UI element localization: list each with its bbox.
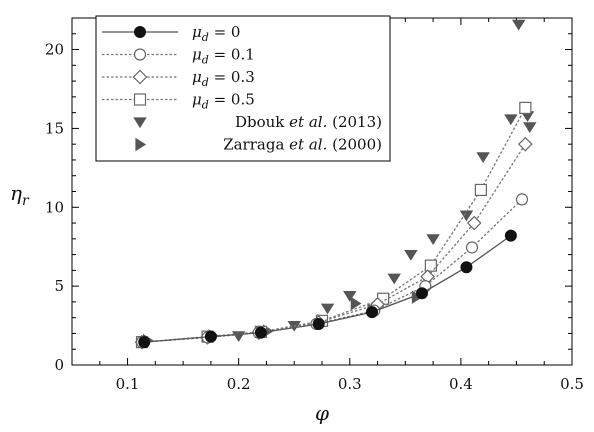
legend-entry-1: μd = 0 bbox=[102, 23, 240, 44]
x-tick-label: 0.4 bbox=[449, 375, 473, 393]
data-point bbox=[515, 193, 529, 206]
data-point bbox=[416, 287, 428, 300]
data-point bbox=[424, 259, 437, 272]
series-line bbox=[144, 235, 512, 343]
legend-label: μd = 0.1 bbox=[192, 46, 255, 67]
data-point bbox=[254, 326, 267, 339]
data-point bbox=[466, 215, 482, 231]
legend-entry-6: Zarraga et al. (2000) bbox=[135, 136, 382, 154]
data-point bbox=[523, 122, 537, 133]
legend-marker bbox=[135, 137, 147, 152]
legend-entry-5: Dbouk et al. (2013) bbox=[133, 113, 382, 131]
data-point bbox=[476, 152, 490, 163]
legend-label: μd = 0 bbox=[192, 23, 240, 44]
data-point bbox=[511, 19, 526, 31]
data-point bbox=[404, 249, 418, 261]
data-point bbox=[519, 101, 532, 115]
legend-entry-2: μd = 0.1 bbox=[102, 46, 255, 67]
series-1 bbox=[138, 229, 517, 349]
x-tick-label: 0.5 bbox=[560, 375, 584, 393]
data-point bbox=[204, 330, 217, 343]
x-tick-label: 0.3 bbox=[338, 375, 362, 393]
legend-label: μd = 0.5 bbox=[192, 91, 255, 112]
y-tick-label: 15 bbox=[45, 119, 64, 137]
y-axis-title-sub: r bbox=[22, 193, 30, 209]
data-point bbox=[474, 183, 487, 197]
legend-entry-4: μd = 0.5 bbox=[102, 91, 255, 112]
legend-marker bbox=[133, 48, 147, 61]
data-point bbox=[320, 303, 335, 315]
data-point bbox=[517, 136, 533, 152]
y-axis-title-main: η bbox=[10, 181, 22, 205]
data-point bbox=[138, 336, 151, 349]
data-point bbox=[504, 229, 517, 242]
legend-marker bbox=[134, 26, 146, 38]
legend-marker bbox=[132, 69, 148, 85]
data-point bbox=[387, 273, 401, 285]
series-layer bbox=[134, 19, 537, 350]
legend-box bbox=[95, 15, 391, 162]
data-point bbox=[312, 317, 325, 330]
data-point bbox=[343, 290, 357, 302]
y-tick-label: 5 bbox=[54, 277, 64, 295]
legend-label: μd = 0.3 bbox=[192, 68, 255, 89]
y-axis-title: ηr bbox=[10, 181, 30, 209]
data-point bbox=[504, 114, 518, 126]
data-point bbox=[426, 234, 440, 245]
data-point bbox=[366, 306, 378, 319]
data-point bbox=[465, 241, 479, 254]
x-axis-title: φ bbox=[315, 401, 329, 425]
y-tick-label: 20 bbox=[45, 41, 64, 59]
series-line bbox=[141, 107, 526, 343]
legend-marker bbox=[133, 93, 147, 106]
legend-marker bbox=[133, 117, 147, 129]
legend-entry-3: μd = 0.3 bbox=[102, 68, 255, 89]
legend-label: Dbouk et al. (2013) bbox=[235, 113, 382, 131]
legend-label: Zarraga et al. (2000) bbox=[223, 136, 382, 154]
y-tick-label: 10 bbox=[45, 198, 64, 216]
y-tick-label: 0 bbox=[54, 356, 64, 374]
data-point bbox=[460, 261, 473, 274]
x-tick-label: 0.1 bbox=[116, 375, 140, 393]
data-point bbox=[350, 296, 362, 311]
x-tick-label: 0.2 bbox=[227, 375, 251, 393]
